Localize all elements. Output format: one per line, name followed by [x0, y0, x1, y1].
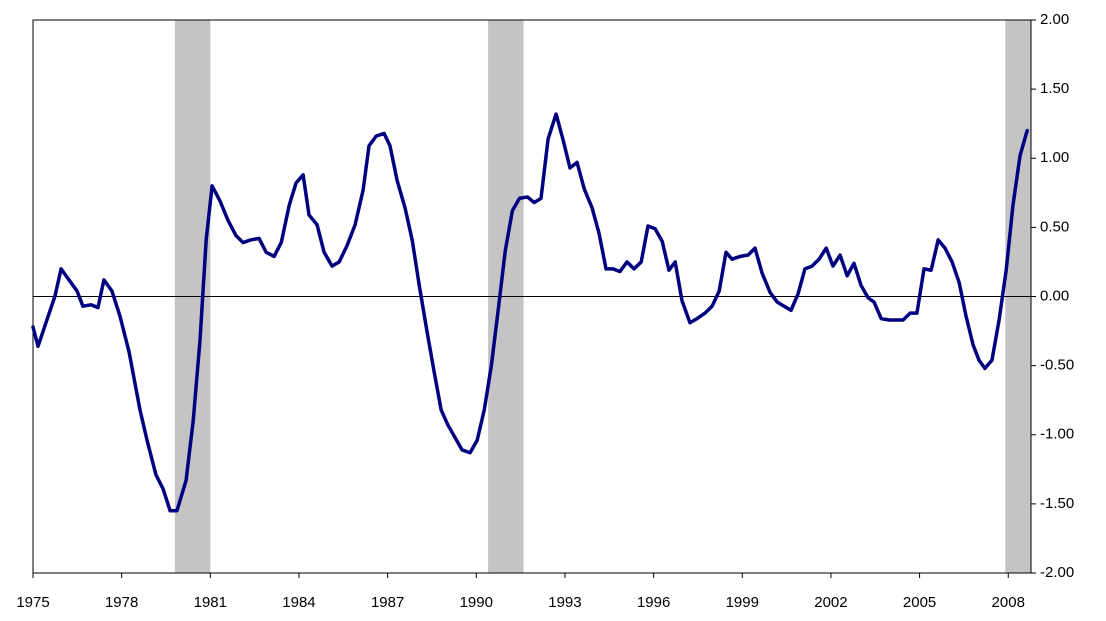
y-tick-label: -1.00	[1040, 426, 1074, 443]
x-tick-label: 1987	[371, 594, 404, 611]
data-line	[31, 112, 1029, 513]
x-tick-label: 1984	[282, 594, 315, 611]
x-tick-label: 1981	[194, 594, 227, 611]
y-tick-label: -0.50	[1040, 357, 1074, 374]
y-tick-label: -1.50	[1040, 495, 1074, 512]
x-tick-label: 1975	[16, 594, 49, 611]
x-tick-label: 1993	[548, 594, 581, 611]
y-tick-label: -2.00	[1040, 564, 1074, 581]
x-tick-label: 2005	[903, 594, 936, 611]
x-tick-label: 1996	[637, 594, 670, 611]
x-tick-label: 2002	[814, 594, 847, 611]
y-tick-label: 1.50	[1040, 80, 1069, 97]
x-tick-label: 1978	[105, 594, 138, 611]
x-tick-label: 1990	[460, 594, 493, 611]
y-tick-label: 0.50	[1040, 218, 1069, 235]
y-tick-label: 2.00	[1040, 11, 1069, 28]
y-tick-label: 1.00	[1040, 149, 1069, 166]
x-tick-label: 1999	[726, 594, 759, 611]
x-tick-label: 2008	[992, 594, 1025, 611]
y-tick-label: 0.00	[1040, 287, 1069, 304]
